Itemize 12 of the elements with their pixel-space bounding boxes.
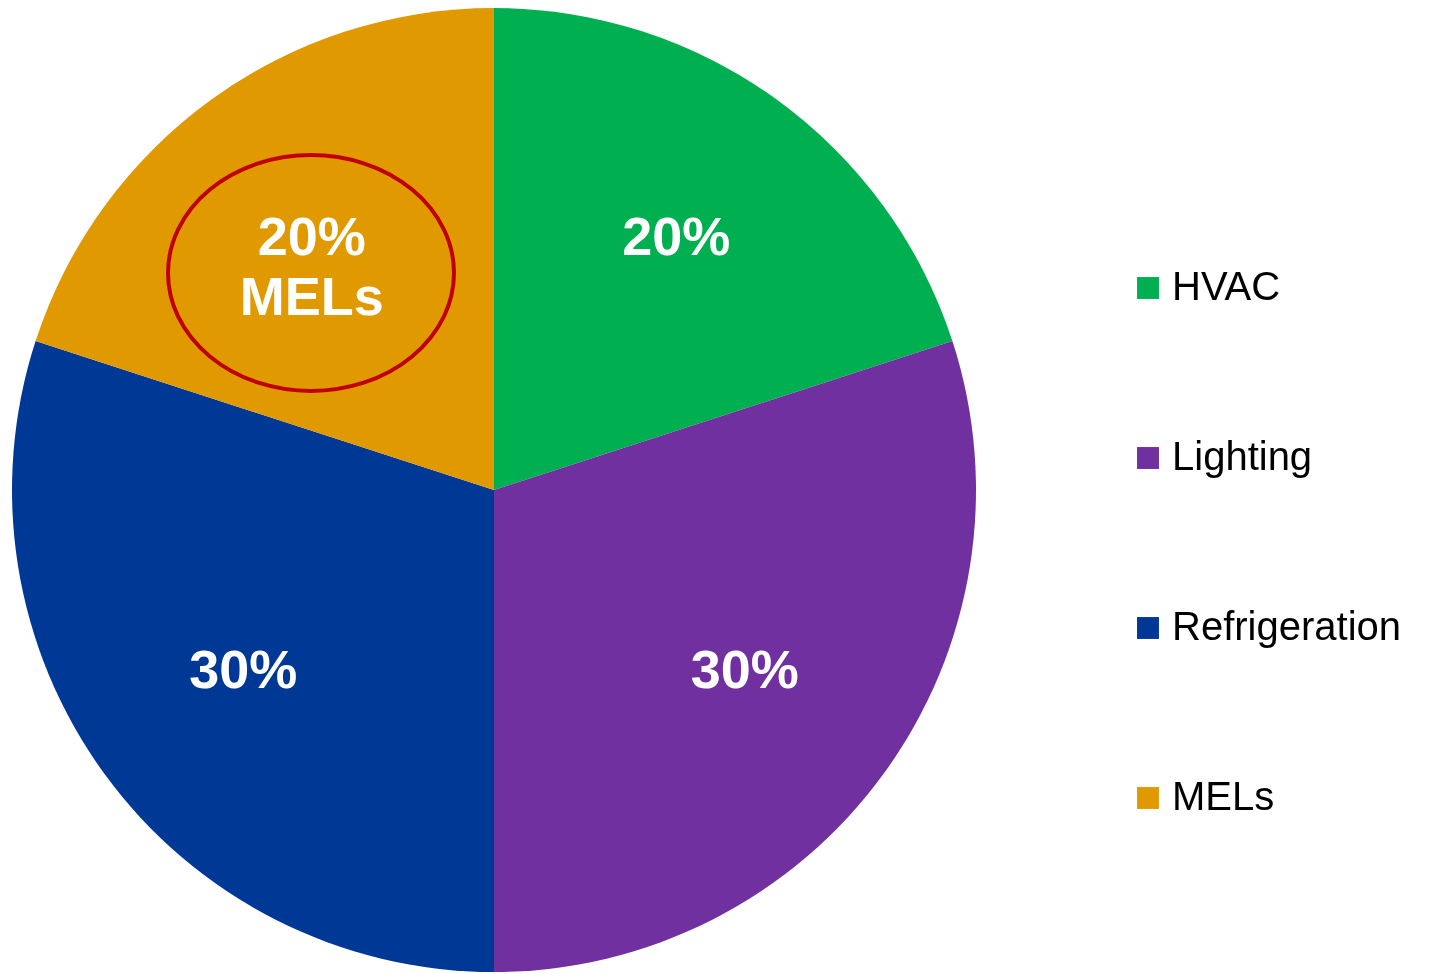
legend-label: MELs: [1172, 774, 1275, 818]
data-label: 30%: [189, 639, 298, 700]
data-label: 30%: [690, 639, 799, 700]
legend-label: Refrigeration: [1172, 604, 1402, 648]
pie-slice: [494, 341, 976, 972]
pie-slice: [12, 341, 494, 972]
pie-slice: [35, 8, 494, 490]
data-label: 20%: [622, 206, 731, 267]
pie-slice: [494, 8, 953, 490]
legend-label: HVAC: [1172, 264, 1281, 308]
data-label: 20% MELs: [239, 206, 384, 327]
legend-label: Lighting: [1172, 434, 1313, 478]
